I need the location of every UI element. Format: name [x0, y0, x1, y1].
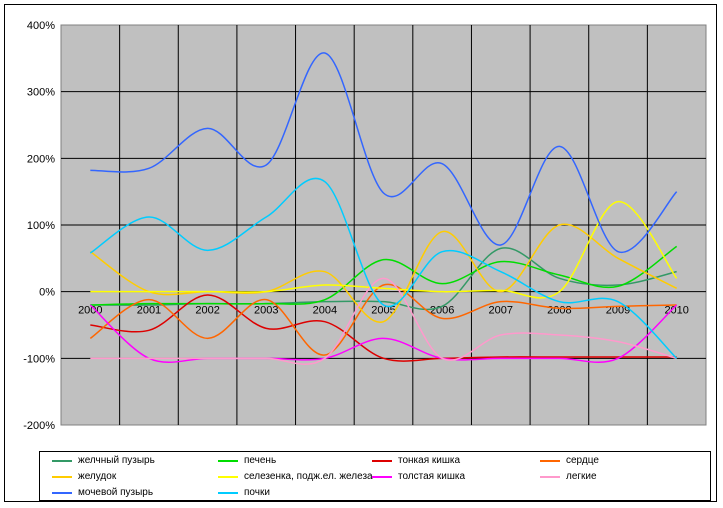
x-tick-label: 2002: [195, 305, 219, 317]
series-lines: [89, 52, 678, 366]
chart-frame: 400% 300% 200% 100% 0% -100% -200% 2000 2001 200…: [4, 4, 717, 502]
series-line-6: [89, 304, 678, 363]
x-tick-label: 2004: [313, 305, 337, 317]
x-tick-label: 2007: [489, 305, 513, 317]
legend-swatch: [540, 476, 560, 478]
x-tick-label: 2008: [547, 305, 571, 317]
x-axis-ticks: 2000 2001 2002 2003 2004 2005 2006 2007 2008 2009…: [78, 305, 689, 317]
x-tick-label: 2010: [664, 305, 688, 317]
legend-swatch: [218, 492, 238, 494]
legend-swatch: [52, 492, 72, 494]
y-tick-label: -200%: [23, 420, 55, 432]
series-line-3: [89, 283, 677, 356]
legend-swatch: [218, 476, 238, 478]
y-tick-label: -100%: [23, 353, 55, 365]
line-chart: 400% 300% 200% 100% 0% -100% -200% 2000 2001 200…: [23, 20, 707, 432]
legend-swatch: [372, 476, 392, 478]
legend-label: легкие: [566, 471, 597, 482]
legend-swatch: [540, 460, 560, 462]
x-tick-label: 2005: [371, 305, 395, 317]
y-tick-label: 300%: [27, 87, 55, 99]
x-tick-label: 2003: [254, 305, 278, 317]
legend-swatch: [372, 460, 392, 462]
legend-label: толстая кишка: [398, 471, 466, 482]
legend-label: селезенка, подж.ел. железа: [244, 471, 373, 482]
x-tick-label: 2000: [78, 305, 102, 317]
y-tick-label: 0%: [39, 287, 55, 299]
legend-swatch: [52, 460, 72, 462]
legend-label: сердце: [566, 455, 599, 466]
legend-label: печень: [244, 455, 277, 466]
legend-swatch: [52, 476, 72, 478]
series-line-2: [90, 294, 677, 362]
y-tick-label: 400%: [27, 20, 55, 32]
y-tick-label: 100%: [27, 220, 55, 232]
series-line-7: [90, 277, 677, 366]
series-line-8: [90, 52, 678, 253]
x-tick-label: 2009: [606, 305, 630, 317]
x-tick-label: 2001: [137, 305, 161, 317]
series-line-1: [90, 245, 678, 306]
y-axis-ticks: 400% 300% 200% 100% 0% -100% -200%: [23, 20, 55, 432]
legend-label: желчный пузырь: [78, 455, 155, 466]
series-line-5: [90, 200, 678, 299]
legend-label: почки: [244, 487, 270, 498]
legend-label: мочевой пузырь: [78, 487, 154, 498]
legend: желчный пузырь печень тонкая кишка сердце же…: [39, 451, 711, 501]
series-line-9: [89, 177, 678, 359]
legend-swatch: [218, 460, 238, 462]
legend-label: тонкая кишка: [398, 455, 461, 466]
legend-label: желудок: [78, 471, 117, 482]
y-tick-label: 200%: [27, 153, 55, 165]
